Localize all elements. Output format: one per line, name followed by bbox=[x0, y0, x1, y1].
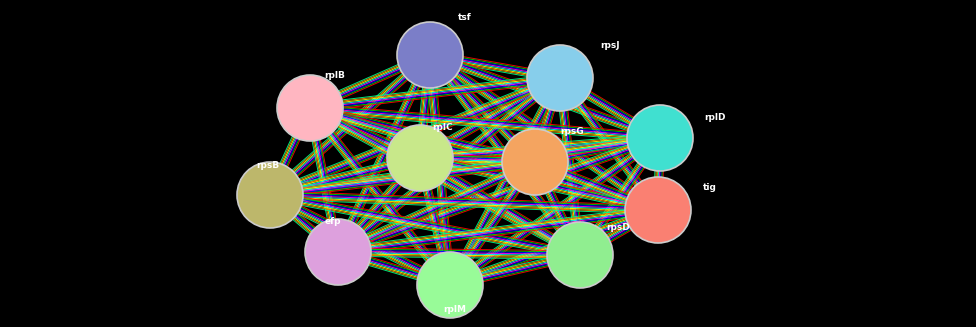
Text: rplB: rplB bbox=[325, 71, 346, 79]
Text: rplD: rplD bbox=[705, 113, 726, 123]
Circle shape bbox=[305, 219, 371, 285]
Circle shape bbox=[627, 105, 693, 171]
Circle shape bbox=[502, 129, 568, 195]
Text: rpsD: rpsD bbox=[606, 223, 630, 232]
Text: rpsG: rpsG bbox=[560, 128, 584, 136]
Text: rpsJ: rpsJ bbox=[600, 41, 620, 49]
Circle shape bbox=[625, 177, 691, 243]
Circle shape bbox=[237, 162, 303, 228]
Text: tsf: tsf bbox=[458, 13, 471, 23]
Circle shape bbox=[547, 222, 613, 288]
Text: efp: efp bbox=[325, 217, 342, 227]
Circle shape bbox=[387, 125, 453, 191]
Text: tig: tig bbox=[703, 183, 717, 193]
Circle shape bbox=[527, 45, 593, 111]
Text: rplM: rplM bbox=[443, 305, 467, 315]
Circle shape bbox=[397, 22, 463, 88]
Circle shape bbox=[277, 75, 343, 141]
Text: rplC: rplC bbox=[432, 124, 453, 132]
Text: rpsB: rpsB bbox=[257, 161, 279, 169]
Circle shape bbox=[417, 252, 483, 318]
